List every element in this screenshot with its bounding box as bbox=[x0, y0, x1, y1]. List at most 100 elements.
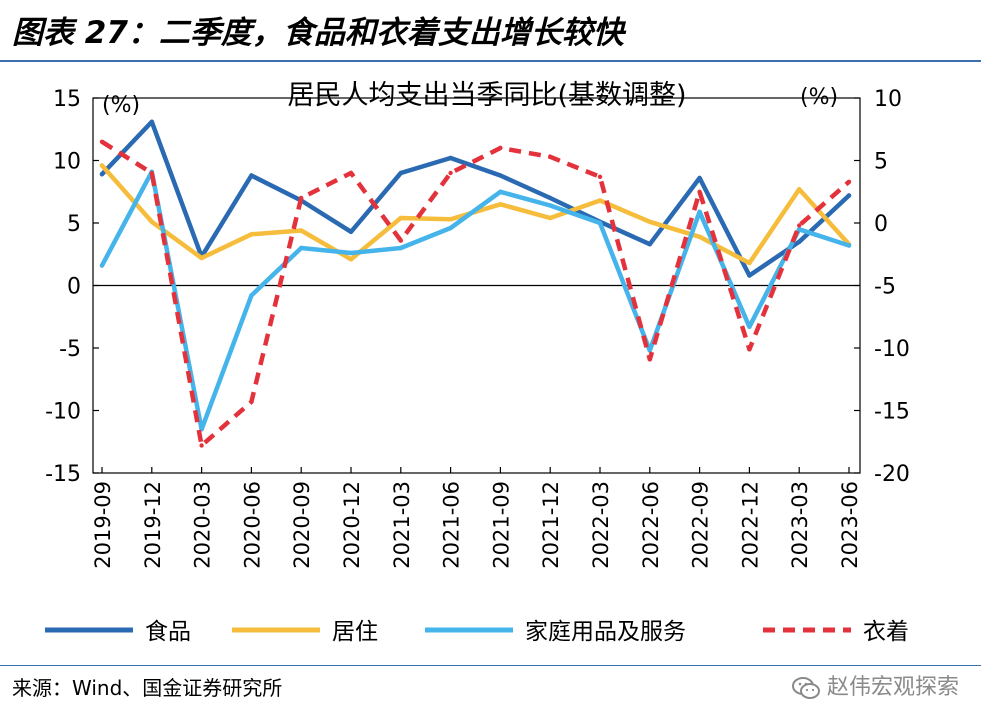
x-axis-tick-label: 2019-09 bbox=[91, 481, 115, 569]
x-axis-tick-label: 2021-12 bbox=[539, 481, 563, 569]
data-point bbox=[348, 250, 354, 256]
data-point bbox=[149, 119, 154, 124]
data-point bbox=[747, 324, 752, 329]
left-axis-tick-label: 5 bbox=[67, 212, 81, 237]
data-point bbox=[448, 225, 453, 231]
data-point bbox=[647, 348, 652, 353]
data-point bbox=[697, 234, 702, 239]
right-axis-tick-label: -15 bbox=[874, 400, 910, 425]
data-point bbox=[448, 155, 453, 161]
data-point bbox=[199, 255, 204, 261]
data-point bbox=[548, 154, 553, 159]
x-axis-tick-label: 2022-12 bbox=[738, 481, 762, 569]
right-axis-tick-label: -20 bbox=[874, 462, 910, 487]
data-point bbox=[597, 174, 603, 179]
data-point bbox=[99, 263, 105, 268]
x-axis-tick-label: 2022-03 bbox=[589, 481, 613, 569]
x-axis-tick-label: 2022-06 bbox=[639, 481, 663, 569]
data-point bbox=[846, 193, 852, 198]
x-axis-tick-label: 2021-03 bbox=[390, 481, 414, 569]
data-point bbox=[149, 170, 154, 176]
data-point bbox=[548, 195, 553, 201]
data-point bbox=[398, 245, 403, 251]
x-axis-tick-label: 2023-06 bbox=[838, 481, 862, 569]
data-point bbox=[747, 260, 752, 266]
data-point bbox=[747, 347, 752, 352]
data-point bbox=[448, 170, 453, 176]
watermark-text: 赵伟宏观探索 bbox=[826, 675, 959, 700]
right-axis-tick-label: 10 bbox=[874, 87, 902, 112]
source-divider bbox=[0, 665, 981, 666]
data-point bbox=[448, 217, 453, 222]
data-point bbox=[249, 399, 254, 404]
x-axis-tick-label: 2021-09 bbox=[489, 481, 513, 569]
data-point bbox=[846, 179, 852, 184]
data-point bbox=[249, 232, 254, 237]
x-axis-tick-label: 2020-03 bbox=[191, 481, 215, 569]
watermark: 赵伟宏观探索 bbox=[791, 672, 959, 704]
data-point bbox=[149, 219, 154, 224]
data-point bbox=[498, 173, 503, 178]
data-point bbox=[99, 163, 105, 168]
x-axis-tick-label: 2023-03 bbox=[788, 481, 812, 569]
wechat-icon bbox=[791, 677, 820, 699]
right-axis-tick-label: 0 bbox=[874, 212, 888, 237]
data-point bbox=[299, 195, 304, 201]
data-point bbox=[697, 189, 702, 194]
left-axis-tick-label: 10 bbox=[53, 150, 81, 175]
left-axis-tick-label: -5 bbox=[59, 337, 81, 362]
right-axis-unit: (%) bbox=[800, 85, 838, 110]
data-point bbox=[249, 173, 254, 178]
series-line-3 bbox=[99, 169, 852, 432]
source-note: 来源：Wind、国金证券研究所 bbox=[12, 676, 283, 700]
legend-label: 居住 bbox=[332, 619, 378, 645]
series-line-4 bbox=[100, 139, 851, 448]
data-point bbox=[398, 170, 403, 176]
title-divider bbox=[0, 60, 981, 62]
x-axis-tick-label: 2020-06 bbox=[240, 481, 264, 569]
data-point bbox=[797, 223, 802, 228]
x-axis-tick-label: 2020-12 bbox=[340, 481, 364, 569]
data-point bbox=[597, 220, 603, 226]
data-point bbox=[797, 239, 802, 244]
data-point bbox=[647, 357, 652, 362]
data-point bbox=[597, 198, 603, 203]
data-point bbox=[498, 202, 503, 207]
left-axis-tick-label: -15 bbox=[45, 462, 81, 487]
data-point bbox=[697, 209, 702, 214]
right-axis-tick-label: -5 bbox=[874, 275, 896, 300]
chart-title: 居民人均支出当季同比(基数调整) bbox=[287, 80, 686, 111]
data-point bbox=[548, 203, 553, 208]
data-point bbox=[398, 215, 403, 221]
data-point bbox=[398, 238, 403, 243]
data-point bbox=[299, 228, 304, 233]
line-chart: -15 -10 -5 0 5 10 15 -20 -15 -10 -5 0 5 10 2019-09 2019… bbox=[45, 80, 910, 645]
left-axis-tick-label: -10 bbox=[45, 400, 81, 425]
data-point bbox=[647, 242, 652, 247]
data-point bbox=[697, 175, 702, 181]
legend-label: 衣着 bbox=[863, 619, 909, 645]
right-axis-tick-label: 5 bbox=[874, 150, 888, 175]
data-point bbox=[498, 189, 503, 194]
data-point bbox=[846, 243, 852, 248]
data-point bbox=[747, 273, 752, 278]
legend-label: 食品 bbox=[145, 619, 191, 645]
right-axis-tick-label: -10 bbox=[874, 337, 910, 362]
left-axis-unit: (%) bbox=[102, 93, 140, 118]
data-point bbox=[548, 215, 553, 221]
x-axis-tick-label: 2019-12 bbox=[141, 481, 165, 569]
figure-title: 图表 27：二季度，食品和衣着支出增长较快 bbox=[12, 15, 624, 51]
data-point bbox=[797, 187, 802, 192]
data-point bbox=[249, 293, 254, 298]
data-point bbox=[99, 172, 105, 177]
data-point bbox=[348, 257, 354, 262]
x-axis-tick-label: 2022-09 bbox=[689, 481, 713, 569]
data-point bbox=[797, 227, 802, 232]
legend-label: 家庭用品及服务 bbox=[525, 619, 686, 645]
data-point bbox=[348, 170, 354, 176]
left-axis-tick-label: 0 bbox=[67, 275, 81, 300]
left-axis-tick-label: 15 bbox=[53, 87, 81, 112]
data-point bbox=[647, 219, 652, 224]
x-axis-tick-label: 2021-06 bbox=[440, 481, 464, 569]
data-point bbox=[498, 145, 503, 151]
